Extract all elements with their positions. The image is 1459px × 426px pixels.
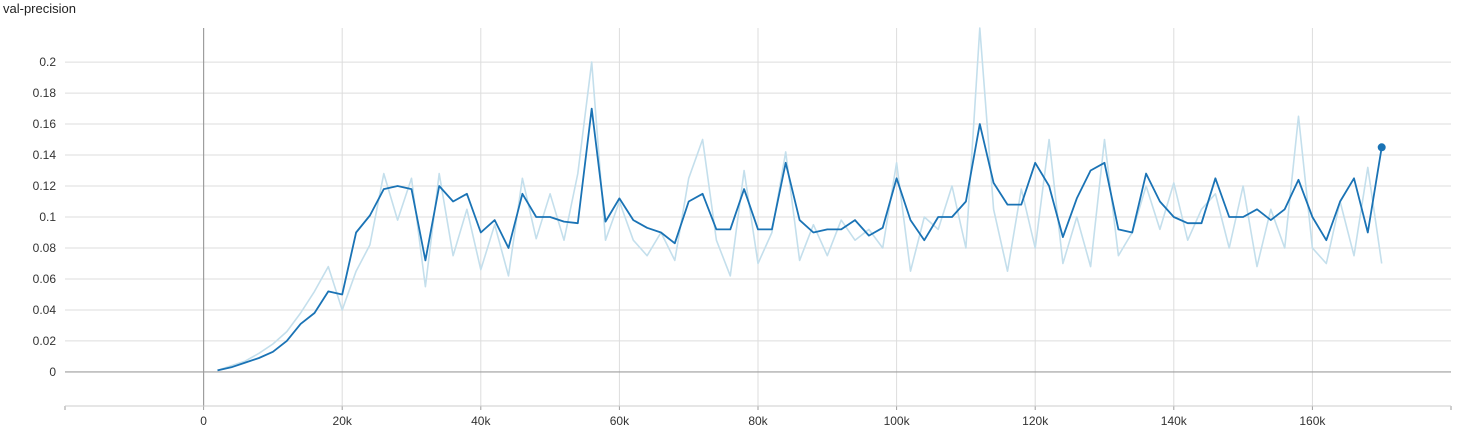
y-tick-label: 0.14 <box>33 148 57 162</box>
y-tick-label: 0.16 <box>33 117 57 131</box>
x-tick-label: 80k <box>748 414 768 426</box>
x-tick-label: 100k <box>884 414 911 426</box>
y-tick-label: 0.1 <box>39 210 56 224</box>
y-tick-label: 0.12 <box>33 179 57 193</box>
chart-title: val-precision <box>3 1 76 16</box>
last-point-marker <box>1377 143 1386 152</box>
y-tick-label: 0.04 <box>33 303 57 317</box>
axes <box>64 28 1452 410</box>
raw-series <box>217 27 1383 372</box>
x-tick-label: 160k <box>1299 414 1326 426</box>
y-tick-label: 0.2 <box>39 55 56 69</box>
tick-labels: 0 0.02 0.04 0.06 0.08 0.1 0.12 0.14 0.16 0.18 0.2 0… <box>33 55 1327 426</box>
x-tick-label: 40k <box>471 414 491 426</box>
smoothed-series <box>217 107 1386 372</box>
y-tick-label: 0 <box>49 365 56 379</box>
x-tick-label: 60k <box>610 414 630 426</box>
x-tick-label: 0 <box>200 414 207 426</box>
y-tick-label: 0.08 <box>33 241 57 255</box>
smoothed-series-line <box>217 107 1383 372</box>
x-tick-label: 140k <box>1161 414 1188 426</box>
y-tick-label: 0.06 <box>33 272 57 286</box>
grid <box>65 28 1451 406</box>
y-tick-label: 0.02 <box>33 334 57 348</box>
x-tick-label: 20k <box>333 414 353 426</box>
raw-series-line <box>217 27 1383 372</box>
x-tick-label: 120k <box>1022 414 1049 426</box>
y-tick-label: 0.18 <box>33 86 57 100</box>
